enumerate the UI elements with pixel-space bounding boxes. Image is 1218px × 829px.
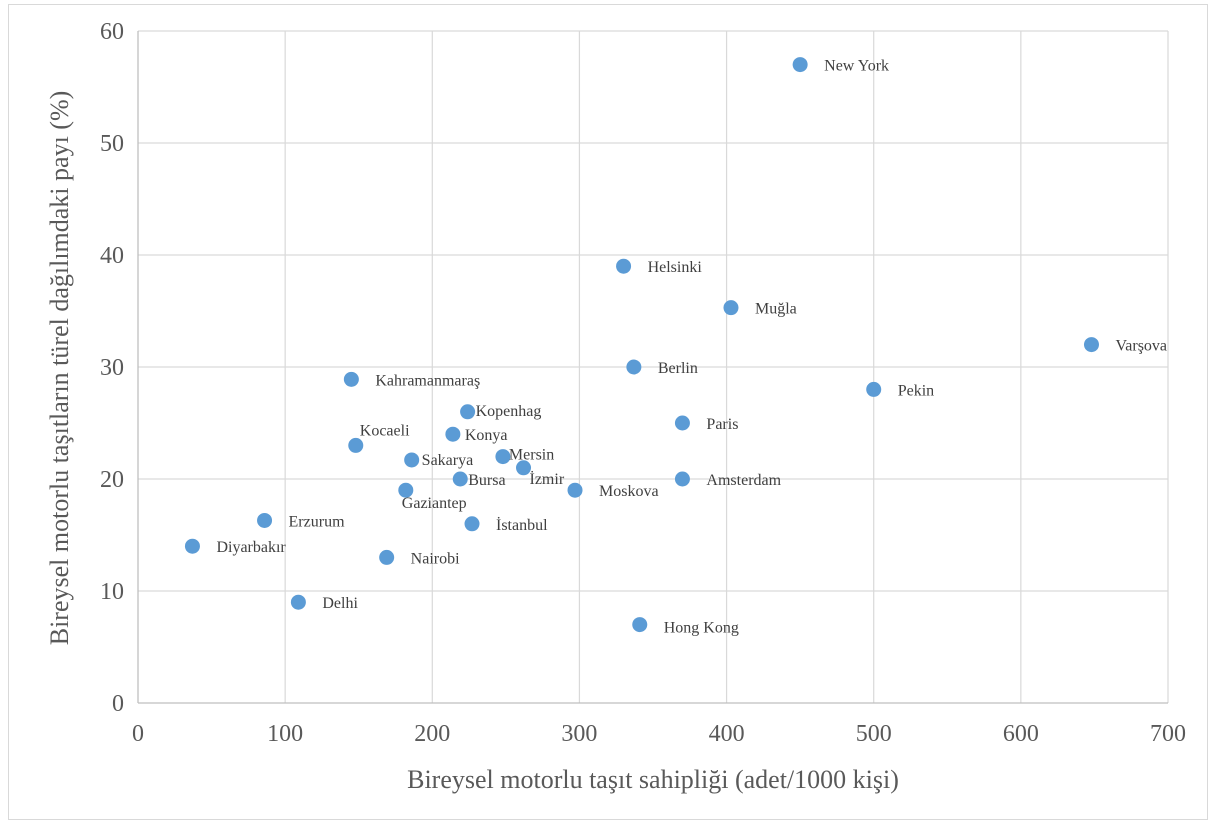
point-label: Berlin <box>658 360 698 377</box>
x-tick-label: 500 <box>856 721 892 747</box>
point-label: Kocaeli <box>360 422 410 439</box>
y-tick-label: 20 <box>100 467 124 493</box>
point-label: Kahramanmaraş <box>375 372 480 389</box>
x-tick-label: 400 <box>709 721 745 747</box>
point-labels: New York Helsinki Muğla Varşova Berlin Kahram… <box>216 58 1167 637</box>
point-label: İzmir <box>530 470 565 488</box>
point-label: Kopenhag <box>476 403 542 420</box>
axes <box>137 31 1168 704</box>
y-tick-label: 0 <box>112 691 124 717</box>
data-point <box>632 617 648 633</box>
tick-labels: 0 100 200 300 400 500 600 700 0 10 20 30 40 50 60 <box>100 19 1186 747</box>
point-label: Mersin <box>509 447 554 464</box>
data-point <box>674 471 690 487</box>
x-tick-label: 300 <box>561 721 597 747</box>
y-axis-title: Bireysel motorlu taşıtların türel dağılı… <box>45 91 74 646</box>
point-label: Nairobi <box>411 550 460 567</box>
x-tick-label: 0 <box>132 721 144 747</box>
data-point <box>495 449 511 465</box>
data-point <box>404 452 420 468</box>
gridlines <box>138 30 1169 703</box>
data-point <box>567 482 583 498</box>
point-label: Delhi <box>322 595 358 612</box>
data-point <box>866 381 882 397</box>
data-point <box>184 538 200 554</box>
data-point <box>445 426 461 442</box>
point-label: Bursa <box>468 472 505 489</box>
y-tick-label: 40 <box>100 243 124 269</box>
point-label: İstanbul <box>496 516 548 534</box>
y-tick-label: 30 <box>100 355 124 381</box>
point-label: Varşova <box>1115 338 1167 355</box>
point-label: Muğla <box>755 301 797 318</box>
point-label: Hong Kong <box>664 620 739 637</box>
data-point <box>379 549 395 565</box>
point-label: Gaziantep <box>402 495 467 512</box>
data-point <box>723 300 739 316</box>
data-point <box>343 371 359 387</box>
x-tick-label: 600 <box>1003 721 1039 747</box>
point-label: Konya <box>465 427 508 444</box>
data-point <box>348 437 364 453</box>
data-point <box>616 258 632 274</box>
x-tick-label: 700 <box>1150 721 1186 747</box>
data-point <box>257 512 273 528</box>
point-label: Pekin <box>898 382 934 399</box>
x-tick-label: 100 <box>267 721 303 747</box>
x-tick-label: 200 <box>414 721 450 747</box>
data-point <box>516 460 532 476</box>
data-point <box>460 404 476 420</box>
x-axis-title: Bireysel motorlu taşıt sahipliği (adet/1… <box>407 765 899 794</box>
point-label: Amsterdam <box>706 472 781 489</box>
data-points <box>184 57 1099 633</box>
data-point <box>452 471 468 487</box>
point-label: Erzurum <box>289 513 346 530</box>
y-tick-label: 10 <box>100 579 124 605</box>
point-label: Paris <box>706 416 738 433</box>
y-tick-label: 60 <box>100 19 124 45</box>
point-label: New York <box>824 58 889 75</box>
data-point <box>626 359 642 375</box>
point-label: Moskova <box>599 483 659 500</box>
data-point <box>674 415 690 431</box>
point-label: Sakarya <box>422 452 474 469</box>
data-point <box>1083 337 1099 353</box>
point-label: Diyarbakır <box>216 539 286 556</box>
data-point <box>464 516 480 532</box>
data-point <box>792 57 808 73</box>
point-label: Helsinki <box>648 259 703 276</box>
data-point <box>290 594 306 610</box>
y-tick-label: 50 <box>100 131 124 157</box>
chart-frame <box>8 4 1208 820</box>
data-point <box>398 482 414 498</box>
